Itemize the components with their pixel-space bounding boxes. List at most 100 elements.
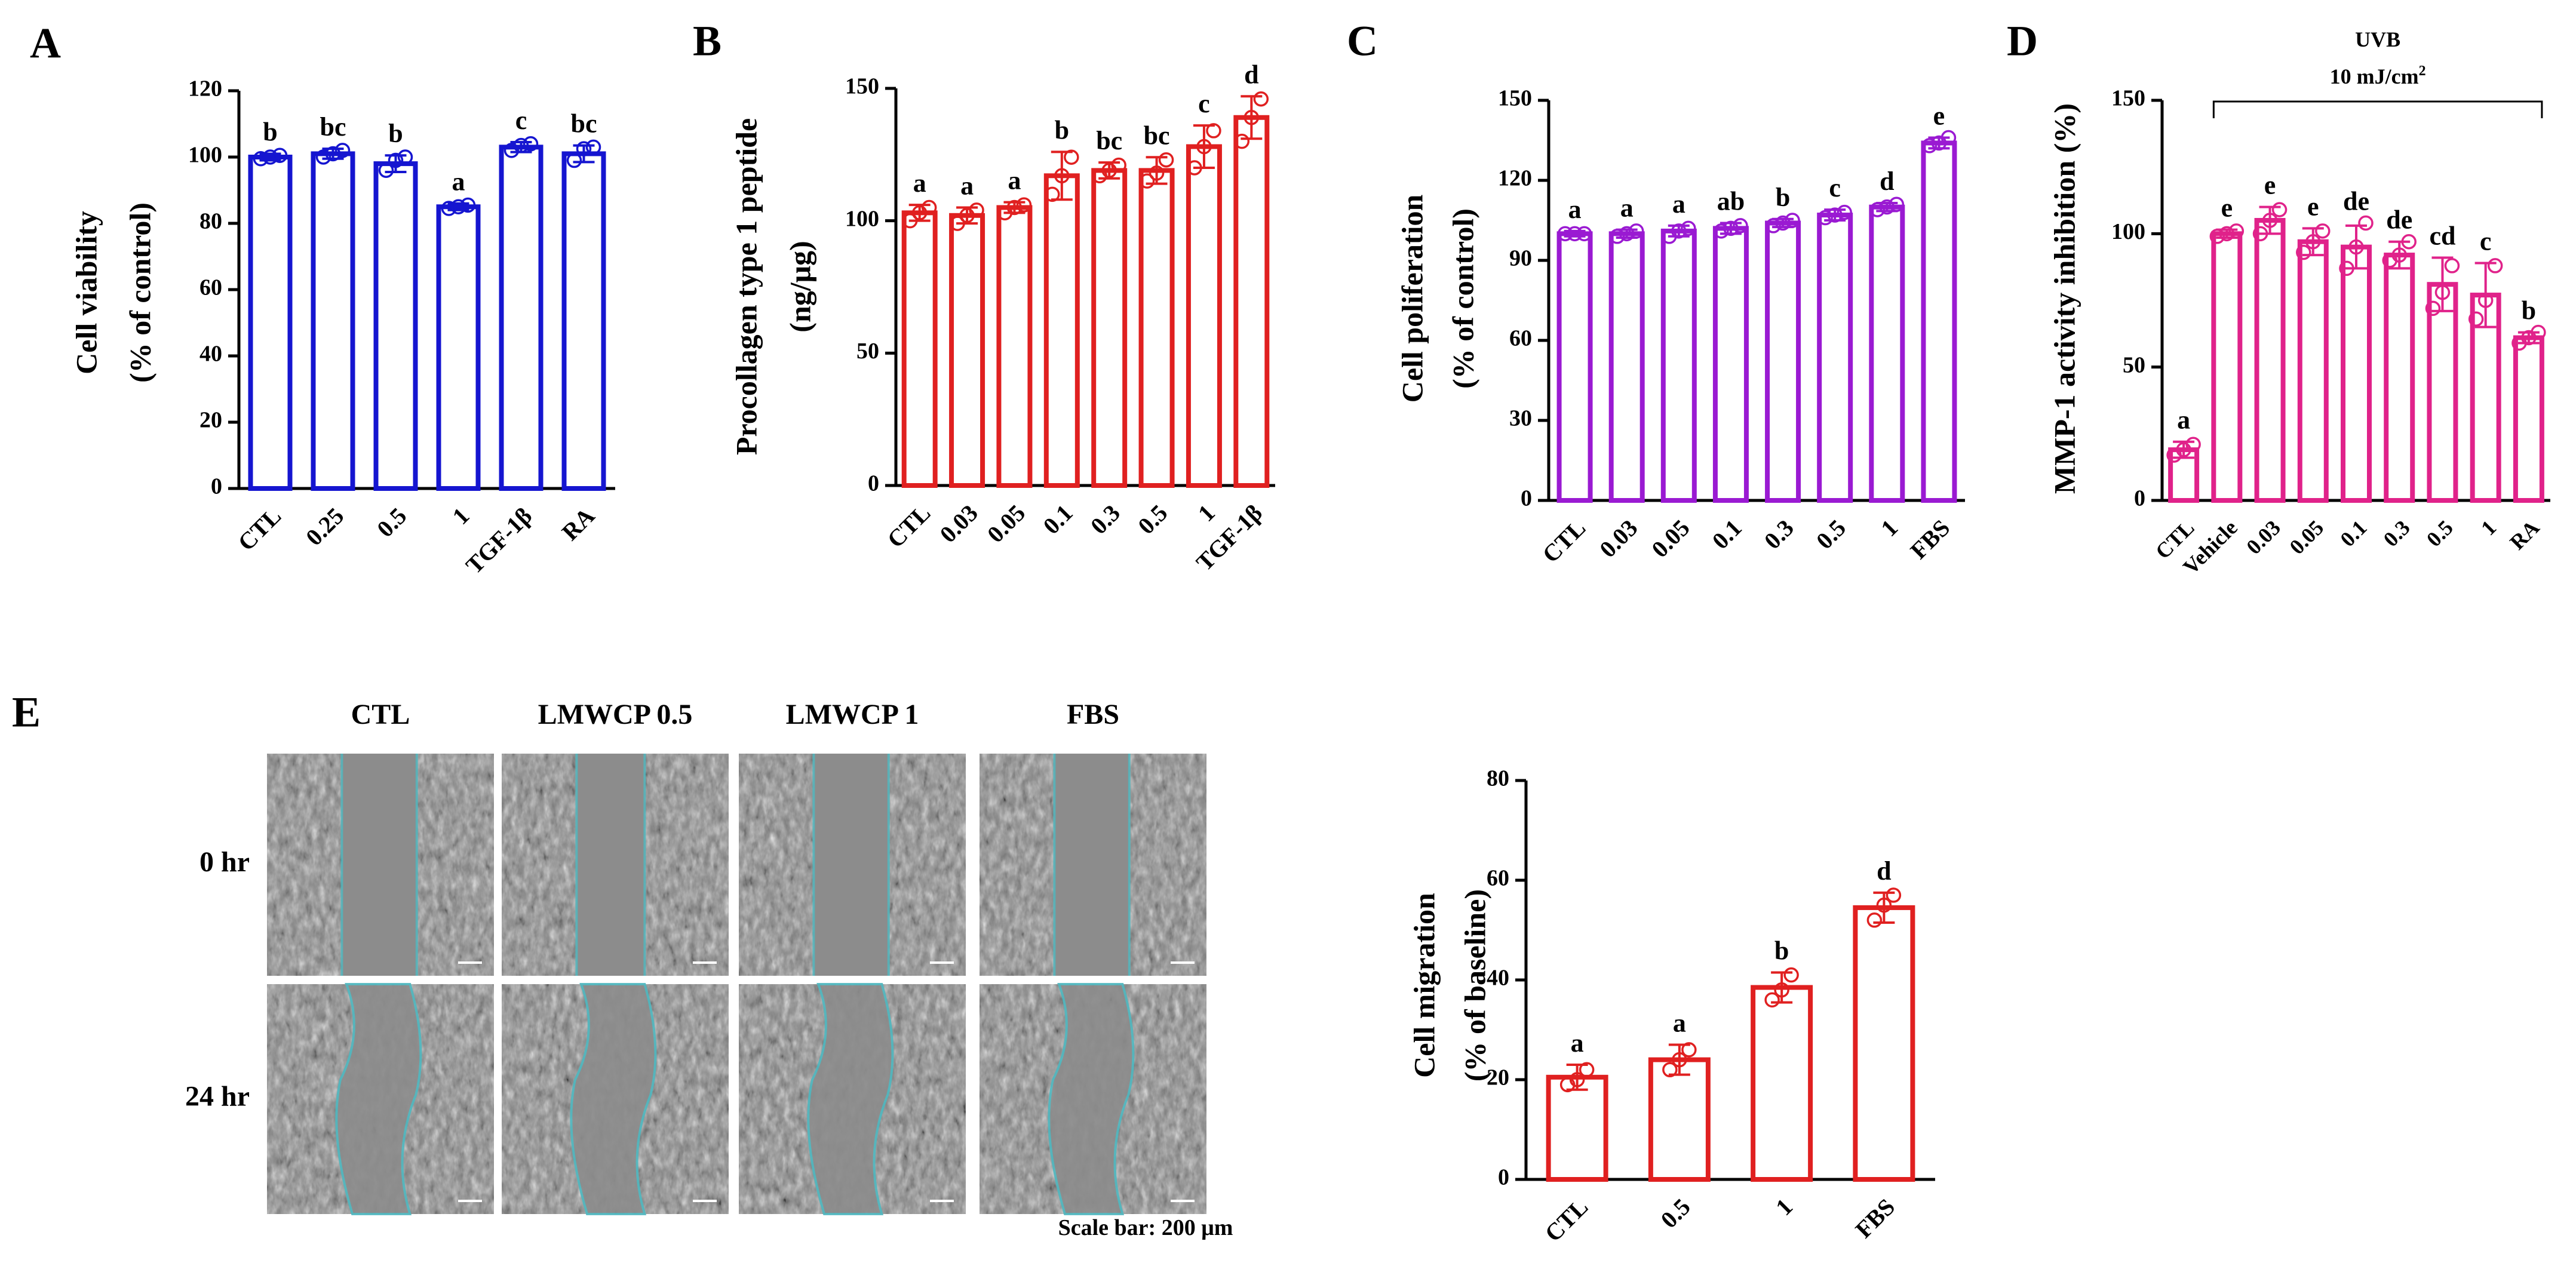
y-tick-label-C: 30 (1509, 406, 1532, 431)
significance-letter-D-3: e (2307, 192, 2319, 221)
y-axis-label-D: MMP-1 activity inhibition (%) (2047, 103, 2081, 494)
significance-letter-B-4: bc (1096, 126, 1122, 155)
uvb-dose-label: 10 mJ/cm2 (2330, 63, 2426, 88)
significance-letter-B-3: b (1055, 115, 1069, 145)
significance-letter-B-1: a (960, 171, 974, 201)
x-tick-label-A-2: 0.5 (371, 502, 412, 542)
data-point-D-5 (2401, 233, 2417, 250)
y-tick-label-C: 90 (1509, 246, 1532, 271)
x-tick-label-C-0: CTL (1537, 514, 1591, 568)
significance-letter-D-6: cd (2429, 222, 2455, 251)
data-point-B-6 (1196, 139, 1212, 155)
y-tick-label-B: 50 (856, 339, 879, 364)
x-tick-label-D-7: 1 (2476, 515, 2501, 540)
scratch-gap (576, 754, 645, 976)
data-point-B-2 (1006, 199, 1023, 216)
data-point-C-5 (1837, 204, 1852, 220)
y-tick-label-E-chart: 80 (1487, 766, 1509, 791)
data-point-C-2 (1671, 223, 1687, 239)
panel-label-C: C (1347, 17, 1378, 65)
data-point-B-6 (1187, 160, 1202, 176)
micro-image-2-1 (739, 983, 966, 1215)
significance-letter-A-5: bc (571, 109, 597, 139)
bar-B-4 (1091, 168, 1128, 488)
y-axis-label-B: Procollagen type 1 peptide (729, 118, 763, 455)
data-point-D-2 (2262, 213, 2278, 228)
micro-image-2-0 (739, 754, 966, 976)
data-point-D-2 (2271, 202, 2288, 217)
bar-C-3 (1712, 226, 1749, 503)
significance-letter-C-5: c (1829, 173, 1841, 202)
micro-row-label-1: 24 hr (185, 1081, 250, 1113)
data-point-C-3 (1733, 218, 1748, 233)
data-point-A-2 (388, 152, 404, 168)
data-point-D-7 (2477, 293, 2494, 308)
y-axis-label-C: (% of control) (1446, 208, 1479, 389)
microscopy-panel: CTL LMWCP 0.5 LMWCP 1 FBS 0 hr 24 hr Scale bar… (185, 699, 1233, 1240)
uvb-label: UVB (2355, 27, 2400, 51)
data-point-D-0 (2185, 437, 2201, 452)
micro-column-label-0: CTL (351, 699, 410, 730)
data-point-A-1 (325, 146, 341, 162)
chart-D: D 0 50 100 150 MMP-1 activity inhibition (%) a… (2007, 17, 2550, 579)
data-point-D-1 (2219, 226, 2235, 242)
bar-D-6 (2427, 282, 2458, 503)
y-tick-label-E-chart: 20 (1487, 1065, 1509, 1090)
micro-image-1-1 (502, 983, 729, 1215)
micro-row-label-0: 0 hr (199, 846, 250, 878)
data-point-A-0 (262, 149, 278, 165)
y-tick-label-A: 0 (211, 474, 222, 499)
bar-A-4 (499, 145, 544, 491)
bar-C-6 (1869, 204, 1905, 503)
data-point-C-0 (1576, 226, 1592, 242)
data-point-B-0 (902, 213, 918, 229)
significance-letter-B-2: a (1008, 166, 1021, 195)
panel-label-B: B (693, 17, 721, 65)
bar-E-chart-2 (1751, 985, 1813, 1182)
x-tick-label-B-5: 0.5 (1132, 499, 1172, 539)
data-point-B-6 (1206, 123, 1221, 139)
bar-A-2 (373, 161, 418, 491)
bar-D-8 (2513, 335, 2544, 503)
data-point-A-3 (460, 197, 476, 213)
significance-letter-E-chart-1: a (1673, 1009, 1686, 1038)
significance-letter-B-7: d (1244, 60, 1258, 89)
x-tick-label-A-3: 1 (447, 502, 474, 530)
data-point-C-6 (1889, 196, 1905, 212)
x-tick-label-D-4: 0.1 (2335, 515, 2371, 551)
y-axis-label-A: (% of control) (123, 202, 156, 383)
data-point-B-0 (921, 199, 937, 216)
significance-letter-B-5: bc (1144, 121, 1170, 150)
x-tick-label-D-8: RA (2505, 515, 2544, 554)
bar-A-3 (436, 204, 481, 491)
y-tick-label-B: 100 (845, 206, 879, 231)
data-point-B-1 (969, 202, 984, 218)
bar-D-4 (2341, 244, 2372, 503)
data-point-D-3 (2315, 223, 2331, 239)
y-tick-label-B: 0 (868, 471, 879, 496)
closing-gap (335, 983, 422, 1215)
y-tick-label-D: 0 (2134, 486, 2145, 511)
significance-letter-E-chart-0: a (1571, 1028, 1584, 1058)
significance-letter-A-0: b (263, 117, 277, 146)
y-tick-label-C: 120 (1498, 166, 1532, 191)
y-tick-label-A: 60 (199, 275, 222, 300)
significance-letter-E-chart-3: d (1877, 856, 1891, 886)
micro-column-label-2: LMWCP 1 (786, 699, 919, 730)
bar-D-2 (2254, 218, 2286, 503)
micro-image-0-0 (267, 754, 494, 976)
micro-image-3-1 (980, 983, 1206, 1215)
data-point-D-7 (2468, 311, 2484, 327)
data-point-D-4 (2339, 260, 2354, 276)
data-point-C-0 (1557, 226, 1573, 242)
significance-letter-C-4: b (1776, 183, 1790, 212)
y-tick-label-A: 100 (188, 143, 222, 168)
data-point-D-8 (2531, 324, 2546, 340)
bar-D-5 (2384, 253, 2415, 503)
micro-image-3-0 (980, 754, 1206, 976)
bar-E-chart-0 (1546, 1074, 1608, 1182)
x-tick-label-C-7: FBS (1905, 514, 1955, 564)
bar-D-3 (2297, 239, 2329, 503)
panel-label-A: A (30, 20, 61, 67)
